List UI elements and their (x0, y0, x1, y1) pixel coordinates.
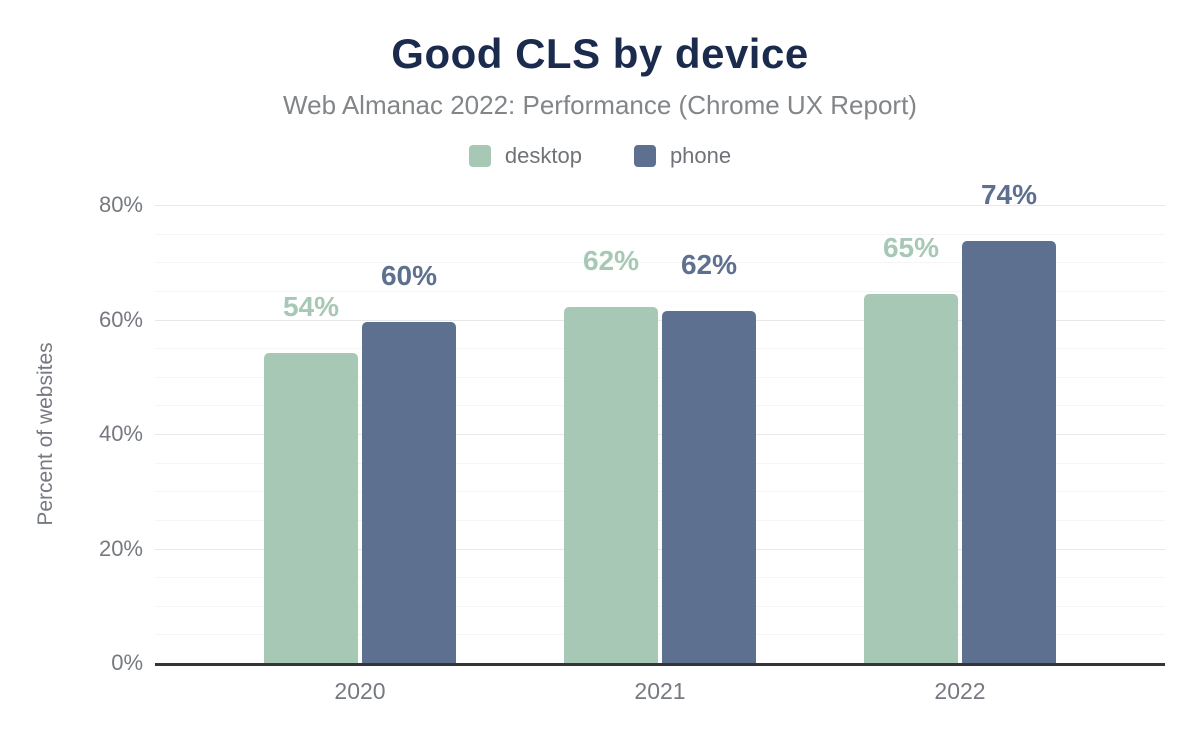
gridline-minor-50 (155, 377, 1165, 378)
bar-value-label-desktop-2020: 54% (282, 291, 340, 322)
gridline-minor-15 (155, 577, 1165, 578)
ytick-label-20: 20% (98, 536, 143, 561)
chart-title: Good CLS by device (391, 30, 809, 77)
bar-value-label-phone-2020: 60% (380, 260, 438, 291)
bar-value-label-phone-2022: 74% (980, 179, 1038, 210)
chart-subtitle: Web Almanac 2022: Performance (Chrome UX… (283, 90, 917, 120)
ytick-label-40: 40% (98, 421, 143, 446)
ytick-label-0: 0% (111, 650, 143, 675)
gridline-minor-70 (155, 262, 1165, 263)
bar-phone-2022[interactable] (962, 241, 1056, 663)
legend-label-phone: phone (669, 143, 732, 168)
legend-swatch-phone-icon (633, 145, 656, 167)
x-axis-line (155, 663, 1165, 666)
chart-legend: desktop phone (0, 142, 1200, 170)
gridline-major-40 (155, 434, 1165, 435)
legend-swatch-desktop-icon (468, 145, 491, 167)
bar-phone-2021[interactable] (662, 311, 756, 663)
gridline-minor-75 (155, 234, 1165, 235)
xtick-label-2020: 2020 (334, 678, 386, 704)
y-axis-label: Percent of websites (34, 342, 57, 526)
gridline-major-20 (155, 549, 1165, 550)
xtick-label-2022: 2022 (934, 678, 986, 704)
bar-value-label-phone-2021: 62% (680, 249, 738, 280)
gridline-minor-65 (155, 291, 1165, 292)
bar-desktop-2022[interactable] (864, 294, 958, 663)
gridline-major-60 (155, 320, 1165, 321)
bar-value-label-desktop-2022: 65% (882, 232, 940, 263)
legend-item-desktop[interactable]: desktop (468, 143, 582, 169)
gridline-minor-25 (155, 520, 1165, 521)
bar-phone-2020[interactable] (362, 322, 456, 663)
ytick-label-80: 80% (98, 192, 143, 217)
gridline-minor-5 (155, 634, 1165, 635)
bar-desktop-2021[interactable] (564, 307, 658, 663)
bar-value-label-desktop-2021: 62% (582, 245, 640, 276)
gridline-minor-30 (155, 491, 1165, 492)
legend-label-desktop: desktop (504, 143, 582, 168)
gridline-minor-35 (155, 463, 1165, 464)
gridline-minor-55 (155, 348, 1165, 349)
xtick-label-2021: 2021 (634, 678, 686, 704)
gridline-minor-10 (155, 606, 1165, 607)
bar-desktop-2020[interactable] (264, 353, 358, 663)
gridline-minor-45 (155, 405, 1165, 406)
ytick-label-60: 60% (98, 307, 143, 332)
legend-item-phone[interactable]: phone (633, 143, 732, 169)
gridline-major-80 (155, 205, 1165, 206)
